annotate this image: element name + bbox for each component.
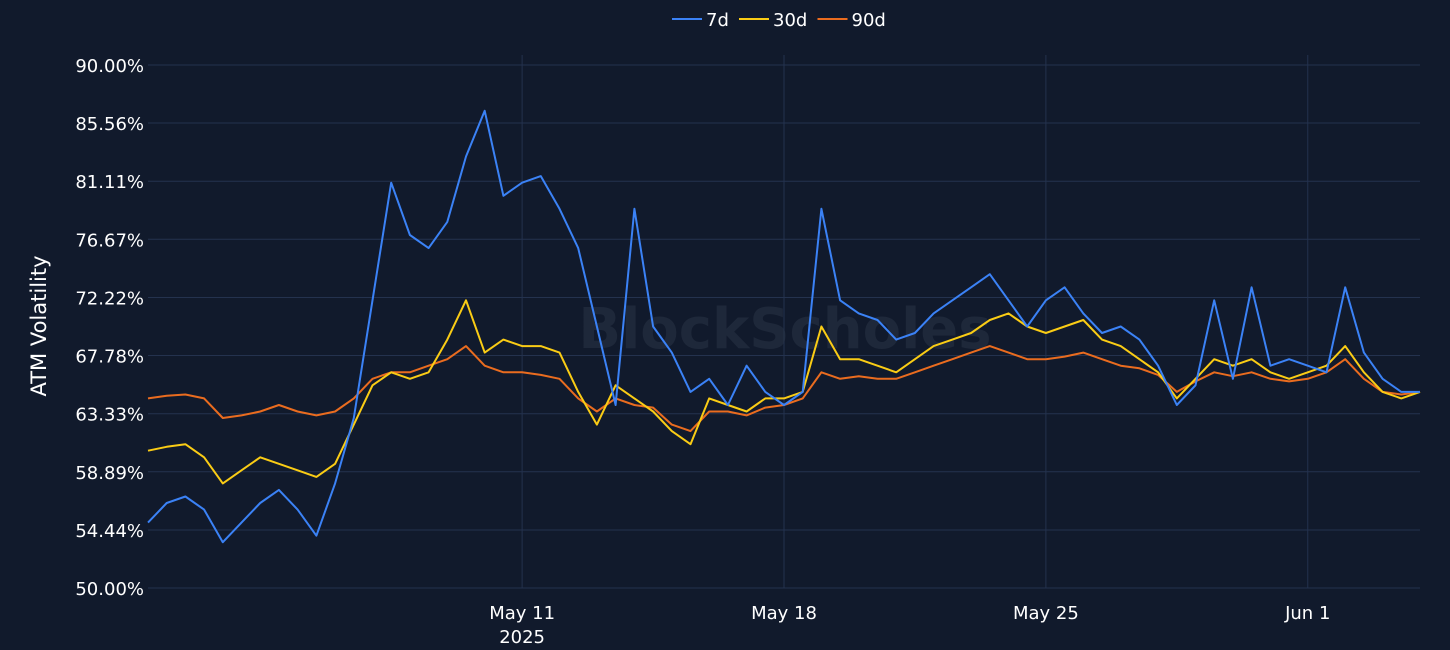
series-line-7d: [147, 109, 1420, 544]
y-axis-ticks: 50.00% 54.44% 58.89% 63.33% 67.78% 72.22% 76.6…: [75, 56, 144, 600]
y-axis-title: ATM Volatility: [27, 255, 51, 396]
y-tick-label: 54.44%: [75, 521, 144, 542]
legend-item-90d[interactable]: 90d: [817, 10, 886, 31]
x-tick-label: May 11: [489, 603, 555, 624]
y-tick-label: 90.00%: [75, 56, 144, 77]
watermark-text: BlockScholes: [578, 297, 991, 362]
series-lines: [147, 109, 1421, 544]
legend-item-7d[interactable]: 7d: [672, 10, 729, 31]
y-tick-label: 63.33%: [75, 405, 144, 426]
legend-item-30d[interactable]: 30d: [739, 10, 807, 31]
y-tick-label: 76.67%: [75, 230, 144, 251]
x-axis-ticks: May 11 2025 May 18 May 25 Jun 1: [489, 603, 1330, 648]
y-tick-label: 58.89%: [75, 463, 144, 484]
legend-label: 7d: [706, 10, 729, 31]
series-line-30d: [147, 299, 1421, 485]
x-tick-label: Jun 1: [1284, 603, 1330, 624]
grid-lines: [148, 55, 1420, 589]
x-tick-sublabel: 2025: [499, 627, 545, 648]
y-tick-label: 67.78%: [75, 347, 144, 368]
legend-label: 90d: [852, 10, 886, 31]
x-tick-label: May 18: [751, 603, 817, 624]
y-tick-label: 50.00%: [75, 579, 144, 600]
x-tick-label: May 25: [1013, 603, 1079, 624]
y-tick-label: 72.22%: [75, 288, 144, 309]
y-tick-label: 85.56%: [75, 114, 144, 135]
legend: 7d 30d 90d: [672, 10, 886, 31]
y-tick-label: 81.11%: [75, 172, 144, 193]
legend-label: 30d: [773, 10, 807, 31]
